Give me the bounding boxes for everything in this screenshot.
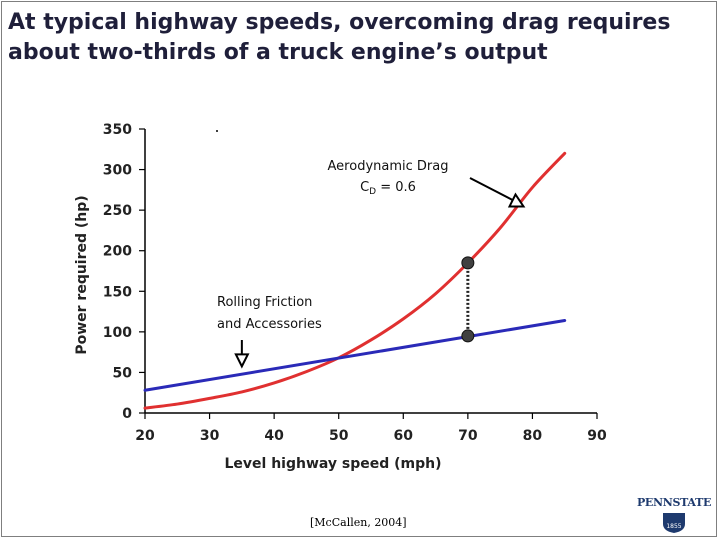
aerodynamic-drag-line — [143, 151, 567, 410]
x-tick-label: 60 — [394, 428, 414, 444]
drag-marker-point — [461, 256, 475, 270]
stray-dot — [216, 130, 218, 132]
x-tick-label: 70 — [458, 428, 478, 444]
drag-arrow-head — [507, 192, 526, 208]
y-axis-label: Power required (hp) — [74, 195, 90, 354]
x-tick-label: 80 — [523, 428, 543, 444]
x-tick-label: 30 — [200, 428, 220, 444]
rolling-arrow-head — [234, 353, 250, 369]
y-tick-label: 0 — [122, 406, 132, 422]
drag-arrow-shaft — [469, 177, 514, 202]
x-tick-label: 50 — [329, 428, 349, 444]
slide-title-line-2: about two-thirds of a truck engine’s out… — [8, 40, 548, 65]
rolling-annotation-line-1: Rolling Friction — [217, 295, 312, 310]
slide-title-line-1: At typical highway speeds, overcoming dr… — [8, 10, 671, 35]
y-tick-label: 300 — [103, 163, 132, 179]
logo-wordmark: PENNSTATE — [636, 496, 712, 509]
y-tick-label: 50 — [113, 365, 133, 381]
y-tick-label: 150 — [103, 284, 132, 300]
shield-icon: 1855 — [663, 513, 685, 533]
x-tick-label: 90 — [587, 428, 607, 444]
rolling-friction-line — [143, 318, 567, 392]
logo-year: 1855 — [666, 523, 681, 530]
penn-state-logo: PENNSTATE 1855 — [636, 496, 712, 536]
slide-title: At typical highway speeds, overcoming dr… — [8, 8, 708, 68]
x-tick-label: 40 — [264, 428, 284, 444]
x-axis-label: Level highway speed (mph) — [224, 456, 441, 472]
drag-annotation-line-2: CD = 0.6 — [360, 180, 416, 197]
y-tick-label: 250 — [103, 203, 132, 219]
citation: [McCallen, 2004] — [310, 516, 407, 529]
drag-annotation-line-1: Aerodynamic Drag — [328, 159, 449, 174]
x-tick-label: 20 — [135, 428, 155, 444]
y-tick-label: 200 — [103, 244, 132, 260]
y-tick-label: 350 — [103, 122, 132, 138]
rolling-marker-point — [461, 329, 475, 343]
y-tick-label: 100 — [103, 325, 132, 341]
rolling-annotation-line-2: and Accessories — [217, 317, 322, 332]
